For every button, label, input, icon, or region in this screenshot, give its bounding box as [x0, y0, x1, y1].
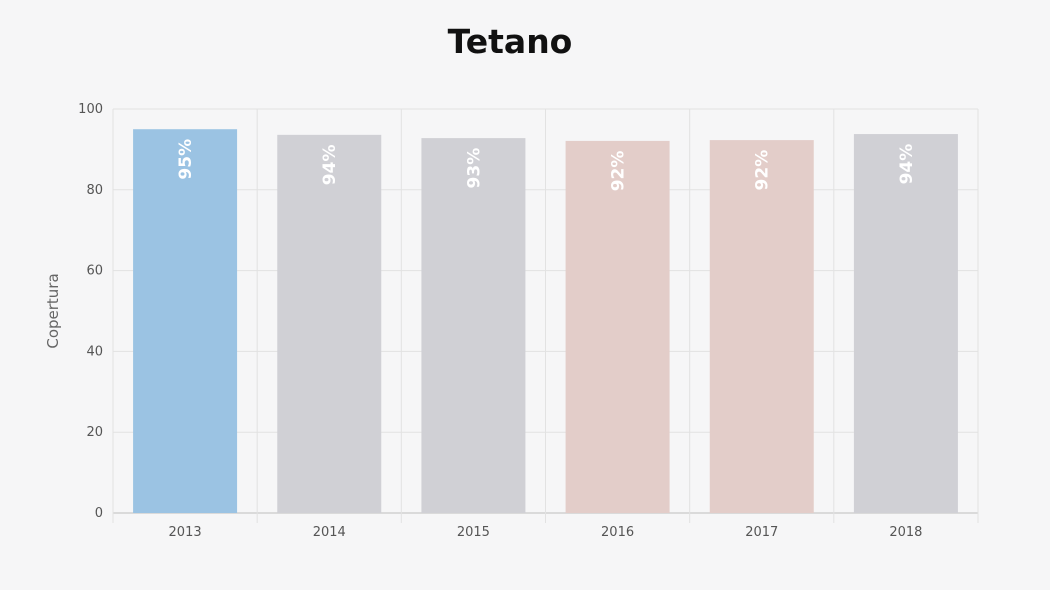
x-tick-label: 2016	[601, 525, 634, 540]
bar-value-label: 92%	[753, 150, 773, 191]
bar-2018[interactable]	[853, 134, 958, 513]
chart-title: Tetano	[447, 22, 573, 61]
y-tick-label: 80	[86, 183, 103, 198]
x-tick-label: 2018	[889, 525, 922, 540]
bar-2013[interactable]	[133, 129, 238, 513]
x-tick-label: 2015	[457, 525, 490, 540]
y-tick-label: 40	[86, 344, 103, 359]
y-axis-label: Copertura	[44, 273, 62, 348]
x-tick-label: 2014	[313, 525, 346, 540]
x-tick-label: 2013	[169, 525, 202, 540]
bar-2016[interactable]	[565, 140, 670, 513]
bar-2017[interactable]	[709, 140, 814, 513]
grid-lines	[112, 108, 979, 523]
axes-group: 0 20 40 60 80 100 2013 2014 2015 2016 2017 2018	[78, 102, 922, 540]
bar-2014[interactable]	[277, 134, 382, 513]
bar-2015[interactable]	[421, 138, 526, 513]
bar-value-label: 94%	[897, 144, 917, 185]
y-tick-label: 100	[78, 102, 103, 117]
bar-value-label: 93%	[464, 148, 484, 189]
bars-group: 95% 94% 93% 92% 92% 94%	[133, 129, 958, 513]
bar-value-label: 95%	[176, 139, 196, 180]
y-tick-label: 20	[86, 425, 103, 440]
bar-value-label: 92%	[609, 151, 629, 192]
y-tick-label: 0	[95, 506, 103, 521]
x-tick-label: 2017	[745, 525, 778, 540]
bar-value-label: 94%	[320, 145, 340, 186]
y-tick-label: 60	[86, 264, 103, 279]
